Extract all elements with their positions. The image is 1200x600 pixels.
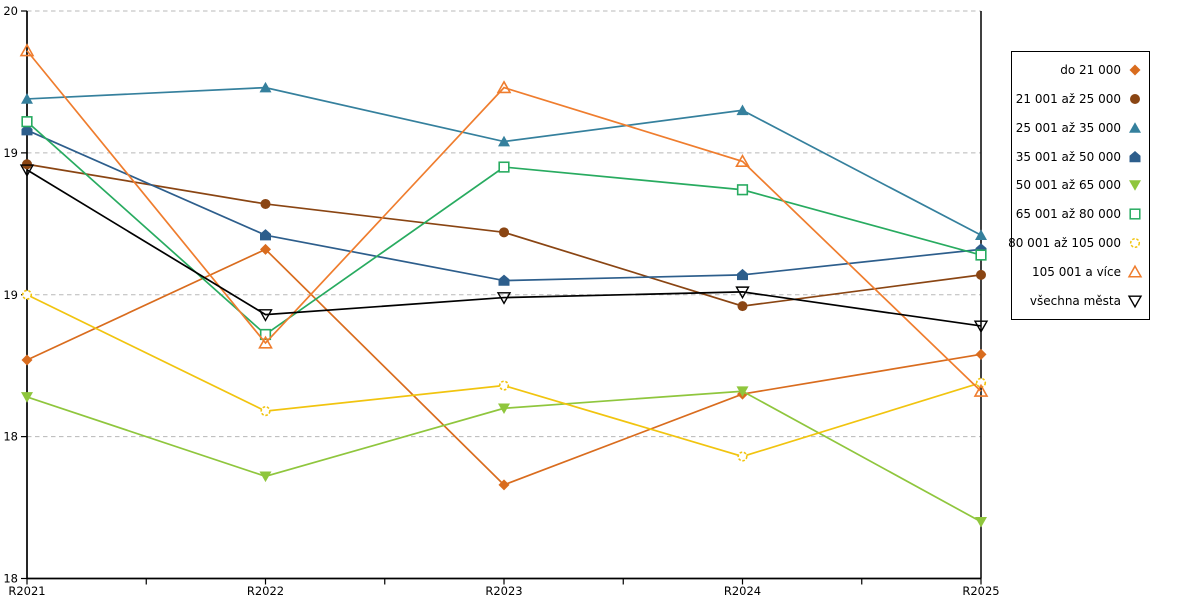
data-point-marker [21, 116, 33, 128]
triangle-up-marker-icon [1127, 264, 1143, 280]
y-axis-tick-label: 18 [3, 572, 18, 586]
data-point-marker [735, 153, 750, 167]
legend-item: 80 001 až 105 000 [1008, 229, 1143, 257]
y-axis-tick-label: 19 [3, 288, 18, 302]
diamond-marker-icon [1127, 62, 1143, 78]
series-line [26, 50, 982, 392]
legend-label: všechna města [1029, 293, 1121, 308]
data-point-marker [1129, 180, 1141, 192]
data-point-marker [260, 405, 271, 417]
data-point-marker [1129, 64, 1141, 76]
x-axis-tick-label: R2023 [485, 584, 522, 598]
y-axis-tick-label: 20 [3, 4, 18, 18]
y-axis-tick-label: 19 [3, 146, 18, 160]
data-point-marker [736, 184, 749, 196]
legend-label: 105 001 a více [1031, 264, 1121, 279]
data-point-marker [735, 286, 750, 300]
legend-label: 50 001 až 65 000 [1015, 178, 1121, 193]
data-point-marker [975, 249, 987, 261]
legend-item: 105 001 a více [1016, 258, 1143, 286]
series-line [26, 169, 982, 327]
triangle-down-marker-icon [1127, 177, 1143, 193]
legend-item: všechna města [1016, 287, 1143, 315]
data-point-marker [1129, 150, 1141, 162]
data-point-marker [499, 227, 509, 238]
data-point-marker [1129, 122, 1141, 133]
x-axis-tick-label: R2025 [962, 584, 999, 598]
data-point-marker [258, 309, 273, 322]
x-axis-tick-label: R2021 [8, 584, 45, 598]
data-point-marker [737, 268, 748, 281]
data-point-marker [1129, 208, 1141, 220]
legend-label: 35 001 až 50 000 [1015, 149, 1121, 164]
data-point-marker [258, 335, 273, 349]
legend-label: 65 001 až 80 000 [1015, 207, 1121, 222]
data-point-marker [260, 198, 271, 209]
data-point-marker [737, 451, 748, 462]
legend-label: 80 001 až 105 000 [1008, 235, 1121, 250]
data-point-marker [496, 80, 512, 94]
data-point-marker [21, 354, 33, 366]
triangle-up-marker-icon [1127, 120, 1143, 136]
data-point-marker [260, 229, 271, 241]
data-point-marker [498, 135, 510, 147]
data-point-marker [1129, 237, 1141, 249]
legend-label: 21 001 až 25 000 [1015, 92, 1121, 107]
data-point-marker [1127, 295, 1143, 308]
data-point-marker [975, 516, 987, 528]
series-line [26, 86, 982, 236]
data-point-marker [498, 479, 510, 491]
data-point-marker [260, 243, 271, 255]
data-point-marker [259, 81, 272, 93]
data-point-marker [1130, 94, 1140, 105]
data-point-marker [22, 159, 32, 170]
legend-item: do 21 000 [1016, 56, 1143, 84]
pentagon-marker-icon [1127, 149, 1143, 165]
data-point-marker [975, 348, 987, 360]
legend-item: 21 001 až 25 000 [1016, 85, 1143, 113]
legend-item: 35 001 až 50 000 [1016, 143, 1143, 171]
data-point-marker [975, 229, 987, 240]
series-line [26, 293, 982, 458]
legend-item: 65 001 až 80 000 [1016, 200, 1143, 228]
legend-label: 25 001 až 35 000 [1015, 120, 1121, 135]
data-point-marker [736, 386, 749, 398]
data-point-marker [498, 274, 510, 286]
triangle-down-marker-icon [1127, 293, 1143, 309]
data-point-marker [19, 43, 35, 57]
data-point-marker [973, 320, 989, 334]
legend-item: 25 001 až 35 000 [1016, 114, 1143, 142]
square-marker-icon [1127, 206, 1143, 222]
data-point-marker [259, 328, 272, 341]
legend-label: do 21 000 [1060, 63, 1121, 78]
circle-marker-icon [1127, 91, 1143, 107]
data-point-marker [21, 392, 33, 403]
y-axis-tick-label: 18 [3, 430, 18, 444]
x-axis-tick-label: R2022 [247, 584, 284, 598]
data-point-marker [498, 161, 510, 173]
x-axis-tick-label: R2024 [724, 584, 761, 598]
data-point-marker [736, 104, 749, 116]
data-point-marker [737, 301, 748, 312]
chart-legend: do 21 000 21 001 až 25 000 25 001 až 35 00… [1008, 51, 1150, 320]
legend-item: 50 001 až 65 000 [1016, 171, 1143, 199]
data-point-marker [21, 93, 33, 104]
data-point-marker [1127, 264, 1143, 278]
data-point-marker [498, 380, 510, 391]
data-point-marker [976, 269, 986, 280]
data-point-marker [498, 403, 510, 415]
data-point-marker [259, 471, 272, 483]
data-point-marker [973, 383, 989, 397]
data-point-marker [21, 289, 33, 300]
data-point-marker [496, 292, 512, 305]
circle-marker-icon [1127, 235, 1143, 251]
data-point-marker [19, 164, 35, 178]
